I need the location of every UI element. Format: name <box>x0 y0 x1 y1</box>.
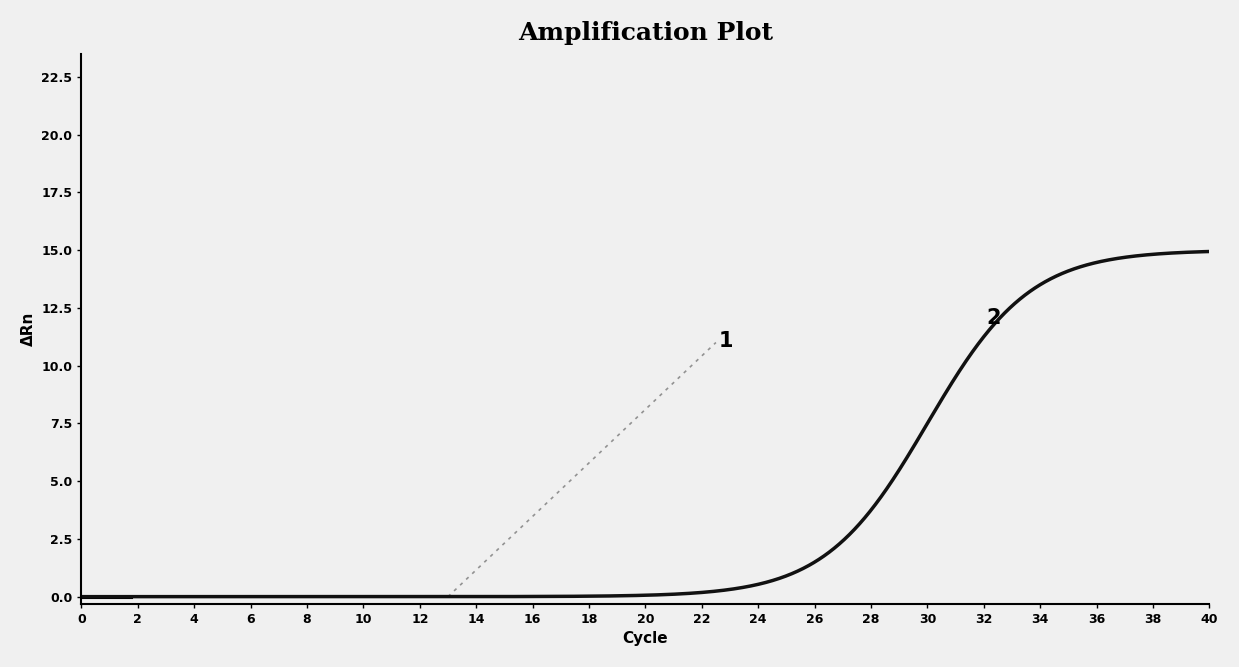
Text: 1: 1 <box>719 331 733 351</box>
X-axis label: Cycle: Cycle <box>623 631 668 646</box>
Y-axis label: ΔRn: ΔRn <box>21 311 36 346</box>
Title: Amplification Plot: Amplification Plot <box>518 21 773 45</box>
Text: 2: 2 <box>986 308 1001 328</box>
